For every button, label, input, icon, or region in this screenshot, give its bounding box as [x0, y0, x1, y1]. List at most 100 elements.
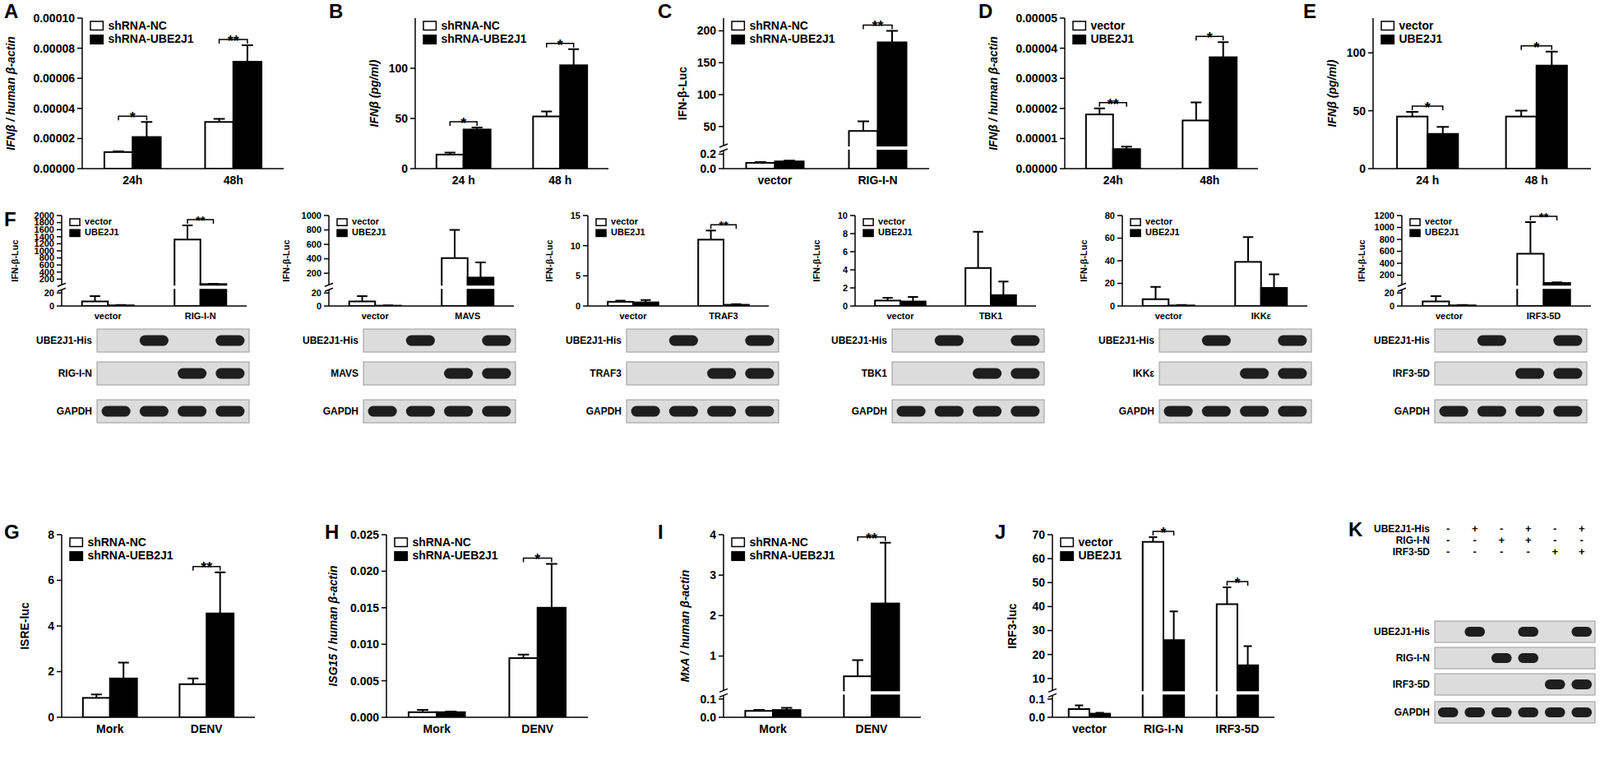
bar: [441, 258, 468, 306]
legend-label: shRNA-NC: [411, 535, 472, 549]
x-tick-label: Mork: [423, 721, 452, 736]
blot-row: [892, 399, 1045, 423]
bar: [463, 129, 491, 169]
band: [1544, 679, 1566, 690]
y-tick-label: 0: [842, 300, 848, 311]
y-tick-label: 8: [47, 527, 55, 542]
bar: [174, 239, 201, 306]
x-axis: [386, 716, 588, 718]
error-bar: [857, 121, 870, 132]
significance-label: *: [1160, 524, 1166, 542]
condition-label: RIG-I-N: [1396, 534, 1430, 546]
y-tick: [56, 305, 62, 307]
y-tick: [56, 533, 62, 536]
legend-label: vector: [1077, 535, 1114, 549]
error-bar: [444, 152, 456, 154]
y-tick: [56, 235, 62, 238]
condition-sign: -: [1553, 533, 1557, 546]
marks: [1086, 41, 1237, 169]
band: [1464, 707, 1485, 717]
marks: [408, 564, 566, 717]
panel-label: J: [994, 520, 1006, 543]
legend-label: UBE2J1: [878, 226, 913, 237]
y-tick-label: 20: [1105, 277, 1115, 288]
band: [972, 368, 1002, 380]
y-tick-label: 0.00008: [32, 41, 75, 56]
y-tick-label: 0: [49, 300, 55, 311]
blot-label: TBK1: [861, 367, 888, 380]
y-tick: [56, 221, 62, 224]
y-label: ISRE-luc: [18, 601, 32, 650]
x-tick-label: Mork: [758, 721, 787, 736]
western-blot: UBE2J1-HisIKKεGAPDH: [1098, 328, 1312, 423]
legend-swatch: [69, 229, 80, 236]
legend-label: vector: [84, 216, 113, 227]
y-axis: [1372, 18, 1374, 169]
band: [1439, 406, 1469, 417]
y-tick-label: 0.00005: [1015, 11, 1058, 25]
y-axis: [81, 18, 84, 169]
y-tick-label: 10: [837, 210, 848, 221]
y-tick: [56, 716, 62, 718]
error-bar: [187, 678, 199, 685]
legend-swatch: [69, 218, 80, 226]
y-tick-label: 20: [311, 287, 322, 298]
y-tick: [850, 268, 856, 271]
y-tick-label: 8: [842, 228, 848, 239]
error-bar: [1405, 111, 1419, 117]
y-label: IFN-β-Luc: [544, 239, 555, 282]
marks: [82, 225, 227, 306]
x-axis: [855, 305, 1036, 307]
x-tick-label: vector: [619, 310, 648, 321]
y-tick: [718, 153, 724, 156]
blot-label: MAVS: [330, 367, 359, 380]
blot-row: [1159, 328, 1312, 352]
y-axis: [1401, 215, 1403, 285]
error-bar: [705, 230, 716, 240]
error-bar: [1148, 536, 1157, 542]
x-tick-label: 48 h: [548, 173, 572, 187]
y-tick-label: 50: [1352, 104, 1366, 118]
y-tick: [1396, 226, 1402, 229]
condition-sign: -: [1473, 533, 1477, 546]
blot-label: RIG-I-N: [1396, 652, 1430, 664]
error-bar: [1095, 712, 1105, 713]
y-tick: [850, 232, 856, 235]
y-axis: [328, 289, 330, 306]
blot-label: GAPDH: [586, 405, 622, 417]
condition-sign: -: [1553, 522, 1557, 535]
blot-label: UBE2J1-His: [1098, 334, 1155, 347]
y-tick: [1117, 237, 1123, 240]
x-tick-label: Mork: [96, 721, 125, 736]
y-tick: [1047, 557, 1053, 560]
y-tick-label: 0.00004: [32, 101, 75, 116]
legend-label: UBE2J1: [1077, 548, 1122, 562]
band: [1571, 626, 1592, 637]
y-tick-label: 0.005: [350, 674, 380, 688]
error-bar: [89, 295, 101, 301]
bar: [1234, 261, 1262, 306]
bar: [537, 607, 566, 717]
significance-label: *: [460, 115, 467, 132]
bar: [179, 684, 207, 717]
band: [368, 406, 398, 417]
error-bar: [541, 110, 552, 116]
significance-label: **: [200, 559, 213, 576]
x-axis: [1401, 305, 1591, 307]
y-tick-label: 70: [1031, 527, 1046, 542]
y-tick-label: 0: [1109, 300, 1115, 311]
condition-sign: +: [1578, 522, 1586, 535]
x-tick-label: DENV: [521, 721, 555, 736]
x-tick-label: vector: [1072, 721, 1108, 736]
legend-swatch: [1072, 21, 1086, 31]
x-axis: [1064, 167, 1258, 170]
y-tick: [381, 642, 387, 645]
legend-swatch: [337, 218, 347, 226]
y-tick: [56, 263, 62, 266]
significance-label: *: [557, 36, 564, 54]
y-label: IFN-β-Luc: [281, 239, 292, 282]
y-axis: [722, 534, 725, 690]
bar: [1396, 116, 1428, 169]
legend-swatch: [90, 35, 103, 45]
blot-row: [363, 399, 516, 423]
